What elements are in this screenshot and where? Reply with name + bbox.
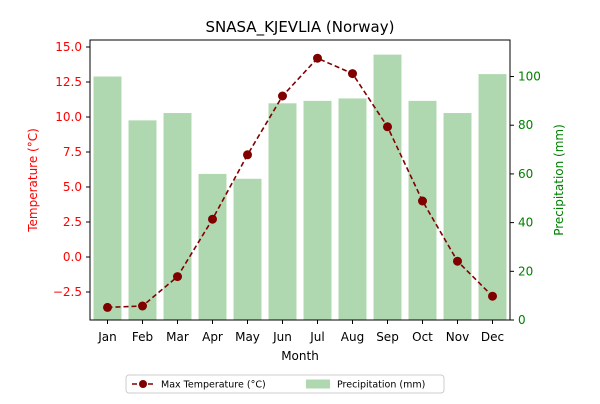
x-tick-label: Jun (272, 330, 292, 344)
y-left-tick-label: 12.5 (55, 75, 82, 89)
x-tick-label: Mar (166, 330, 189, 344)
precipitation-bar (408, 100, 437, 321)
y-left-tick-label: 2.5 (63, 215, 82, 229)
y-axis-right-label: Precipitation (mm) (552, 124, 566, 236)
x-tick-label: Nov (446, 330, 469, 344)
temperature-point (488, 291, 497, 301)
y-right-tick-label: 20 (518, 264, 533, 278)
precipitation-bar (303, 100, 332, 321)
y-left-tick-label: 15.0 (55, 40, 82, 54)
y-left-tick-label: 7.5 (63, 145, 82, 159)
temperature-points (103, 53, 497, 312)
chart-title: SNASA_KJEVLIA (Norway) (206, 18, 395, 37)
y-left-tick-label: 5.0 (63, 180, 82, 194)
legend: Max Temperature (°C) Precipitation (mm) (125, 374, 445, 394)
precipitation-bar (128, 120, 157, 320)
temperature-point (243, 150, 252, 160)
y-left-tick-label: 0.0 (63, 250, 82, 264)
precipitation-bar (478, 74, 507, 320)
y-axis-left-label: Temperature (°C) (26, 128, 40, 233)
legend-label-precipitation: Precipitation (mm) (337, 380, 425, 391)
precipitation-bars (93, 54, 507, 321)
precipitation-bar (93, 76, 122, 321)
temperature-point (278, 91, 287, 101)
temperature-line (107, 57, 494, 309)
legend-label-temperature: Max Temperature (°C) (161, 380, 266, 391)
x-axis-label: Month (281, 349, 319, 363)
temperature-point (173, 272, 182, 282)
temperature-point (418, 196, 427, 206)
x-tick-label: Feb (132, 330, 153, 344)
precipitation-bar (233, 178, 262, 320)
temperature-point (103, 302, 112, 312)
precipitation-bar (268, 103, 297, 320)
temperature-point (313, 53, 322, 63)
temperature-point (383, 122, 392, 132)
precipitation-bar (198, 173, 227, 320)
y-axis-left-ticks: −2.5 0.0 2.5 5.0 7.5 10.0 12.5 15.0 (53, 40, 90, 299)
temperature-point (138, 301, 147, 311)
x-axis-ticks: Jan Feb Mar Apr May Jun Jul Aug Sep Oct Nov Dec (97, 320, 504, 344)
temperature-point (208, 214, 217, 224)
x-tick-label: Sep (376, 330, 399, 344)
plot-frame (89, 39, 511, 321)
precipitation-bar (163, 113, 192, 320)
temperature-point (453, 256, 462, 266)
y-left-tick-label: −2.5 (53, 285, 82, 299)
y-axis-right-ticks: 0 20 40 60 80 100 (510, 70, 541, 327)
legend-box (125, 374, 445, 394)
y-right-tick-label: 0 (518, 313, 526, 327)
y-right-tick-label: 40 (518, 216, 533, 230)
x-tick-label: Apr (202, 330, 223, 344)
legend-marker-swatch (139, 380, 147, 388)
x-tick-label: May (235, 330, 260, 344)
x-tick-label: Oct (412, 330, 433, 344)
x-tick-label: Aug (341, 330, 364, 344)
x-tick-label: Jan (97, 330, 117, 344)
x-tick-label: Jul (309, 330, 324, 344)
x-tick-label: Dec (481, 330, 504, 344)
y-left-tick-label: 10.0 (55, 110, 82, 124)
temperature-point (348, 69, 357, 79)
y-right-tick-label: 80 (518, 118, 533, 132)
y-right-tick-label: 100 (518, 70, 541, 84)
precipitation-bar (373, 54, 402, 321)
precipitation-bar (443, 113, 472, 320)
y-right-tick-label: 60 (518, 167, 533, 181)
precipitation-bar (338, 98, 367, 321)
legend-bar-swatch (306, 379, 330, 389)
